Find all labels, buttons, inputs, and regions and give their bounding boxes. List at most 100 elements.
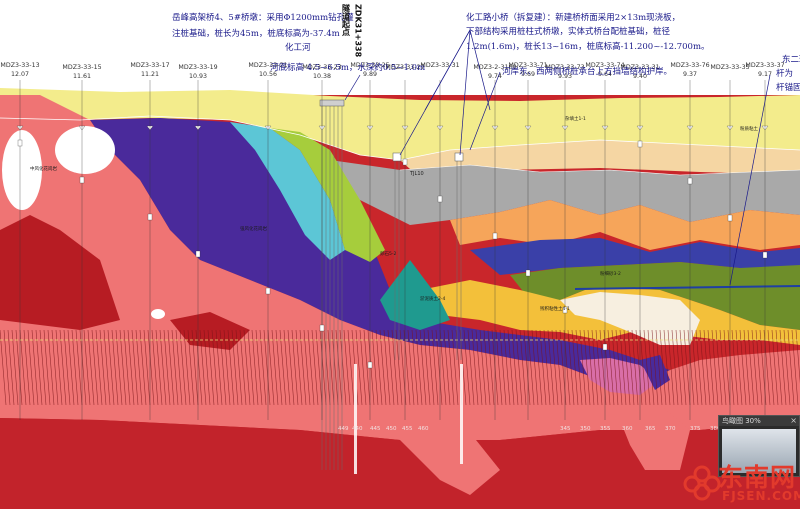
close-icon[interactable]: × bbox=[790, 416, 797, 425]
borehole-elevation: 10.93 bbox=[189, 73, 207, 80]
tunnel-axis bbox=[574, 285, 800, 290]
borehole-elevation: 9.89 bbox=[363, 71, 377, 78]
depth-value: 380 bbox=[710, 426, 721, 432]
river-level: 河底标高 4.5~6.5m，水深约0.5~1.0m bbox=[270, 62, 425, 73]
layer-pink-lower bbox=[400, 420, 500, 495]
sample-marker bbox=[437, 195, 443, 203]
east-road-1: 东二环 bbox=[782, 54, 800, 65]
borehole-id: MDZ3-33-71 bbox=[508, 62, 547, 69]
boulder-c bbox=[151, 309, 165, 319]
east-road-2: 杆为 bbox=[776, 68, 793, 79]
borehole-elevation: 9.37 bbox=[683, 71, 697, 78]
leader-lines bbox=[344, 29, 771, 286]
layer-cyan bbox=[230, 122, 345, 260]
borehole-id: MDZ3-2-3160 bbox=[473, 64, 516, 71]
boulder-b bbox=[55, 126, 115, 174]
layer-darkred-left bbox=[0, 215, 120, 330]
sample-marker bbox=[402, 158, 408, 166]
depth-value: 360 bbox=[622, 426, 633, 432]
borehole-elevation: 12.07 bbox=[11, 71, 29, 78]
sample-marker bbox=[637, 140, 643, 148]
layer-pink-lower-2 bbox=[620, 405, 690, 470]
sample-marker bbox=[147, 213, 153, 221]
label-clay-b: 粉质粘土 bbox=[740, 125, 758, 132]
overview-minimap[interactable] bbox=[722, 429, 796, 473]
pile-cap-mid bbox=[392, 152, 402, 162]
watermark-cn: 东南网 bbox=[718, 463, 797, 492]
sample-marker bbox=[79, 176, 85, 184]
borehole-id: MDZ3-33-27 bbox=[385, 64, 424, 71]
depth-value: 350 bbox=[580, 426, 591, 432]
borehole-id: MDZ3-33-15 bbox=[62, 64, 101, 71]
layer-teal bbox=[380, 260, 450, 330]
watermark-logo: 东南网 FJSEN.COM bbox=[682, 458, 800, 509]
borehole-id: MDZ3-33-73 bbox=[545, 64, 584, 71]
small-bridge-line1: 化工路小桥（拆复建）：新建桥桥面采用2×13m现浇板， bbox=[466, 12, 680, 23]
mileage-code: ZDK31+338 bbox=[354, 4, 363, 58]
depth-value: 450 bbox=[386, 426, 397, 432]
contour-line-2 bbox=[399, 164, 800, 176]
sample-marker bbox=[367, 361, 373, 369]
borehole-id: MDZ3-33-37 bbox=[745, 62, 784, 69]
sample-marker bbox=[762, 251, 768, 259]
layer-salmon bbox=[0, 95, 800, 440]
label-sand: 粉细砂3-2 bbox=[600, 270, 621, 277]
overview-title-bar[interactable]: 鸟瞰图 30% × bbox=[719, 416, 799, 426]
borehole-id: MDZ3-33-31 bbox=[620, 64, 659, 71]
mileage-label: 隧道起点 bbox=[341, 3, 351, 37]
depth-value: 449 bbox=[338, 426, 349, 432]
layer-darkred-right bbox=[170, 312, 250, 350]
bank-note: 河岸东、西两侧桥桩承台上方挡墙结构护岸。 bbox=[502, 66, 672, 77]
contour-line bbox=[0, 115, 800, 161]
sample-marker bbox=[727, 214, 733, 222]
borehole-elevation: 9.40 bbox=[633, 73, 647, 80]
tjl-label: TJL10 bbox=[409, 171, 424, 177]
small-bridge-line2: 下部结构采用桩柱式桥墩，实体式桥台配桩基础，桩径 bbox=[466, 26, 671, 37]
flower-logo-icon bbox=[683, 465, 721, 501]
borehole-id: MDZ3-33-35 bbox=[710, 64, 749, 71]
borehole-elevation: 9.74 bbox=[488, 73, 502, 80]
depth-value: 440 bbox=[352, 426, 363, 432]
pile-column-a bbox=[354, 364, 357, 474]
layer-olive bbox=[510, 262, 800, 330]
layer-lime bbox=[270, 128, 385, 262]
overview-title: 鸟瞰图 30% bbox=[722, 417, 761, 425]
borehole-elevation: 10.38 bbox=[313, 73, 331, 80]
label-strong: 强风化花岗岩 bbox=[240, 225, 267, 232]
sample-marker bbox=[265, 287, 271, 295]
borehole-id: MDZ3-33-76 bbox=[670, 62, 709, 69]
layer-orange bbox=[450, 200, 800, 250]
borehole-id: MDZ3-33-31 bbox=[420, 62, 459, 69]
watermark-en: FJSEN.COM bbox=[722, 489, 800, 503]
river-name: 化工河 bbox=[285, 42, 311, 53]
pile-column-b bbox=[460, 364, 463, 464]
depth-value: 345 bbox=[560, 426, 571, 432]
borehole-id: MDZ3-33-17 bbox=[130, 62, 169, 69]
layer-pale bbox=[560, 292, 700, 345]
layer-topsoil bbox=[0, 88, 800, 160]
borehole-id: MDZ3-33-19 bbox=[178, 64, 217, 71]
east-road-3: 杆锚固 bbox=[776, 82, 800, 93]
pile-cap-right bbox=[454, 152, 464, 162]
label-gravel: 中风化花岗岩 bbox=[30, 165, 57, 172]
bridge-note-line1: 岳峰高架桥4、5#桥墩：采用Φ1200mm钻孔灌 bbox=[172, 12, 354, 23]
sample-marker bbox=[195, 250, 201, 258]
borehole-id: MDZ3-33-74 bbox=[585, 62, 624, 69]
sample-marker bbox=[687, 177, 693, 185]
sample-marker bbox=[319, 324, 325, 332]
borehole-id: MDZ3-33-23 bbox=[302, 64, 341, 71]
borehole-elevation: 9.93 bbox=[558, 73, 572, 80]
borehole-elevation: 9.69 bbox=[521, 71, 535, 78]
boulder-a bbox=[2, 130, 42, 210]
borehole-id: MDZ3-33-25 bbox=[350, 62, 389, 69]
borehole-elevation: 11.61 bbox=[73, 73, 91, 80]
sample-marker bbox=[17, 139, 23, 147]
sample-marker bbox=[492, 232, 498, 240]
borehole-elevation: 9.64 bbox=[598, 71, 612, 78]
sample-marker bbox=[602, 343, 608, 351]
overview-panel[interactable]: 鸟瞰图 30% × bbox=[718, 415, 800, 477]
depth-value: 355 bbox=[600, 426, 611, 432]
depth-value: 375 bbox=[690, 426, 701, 432]
